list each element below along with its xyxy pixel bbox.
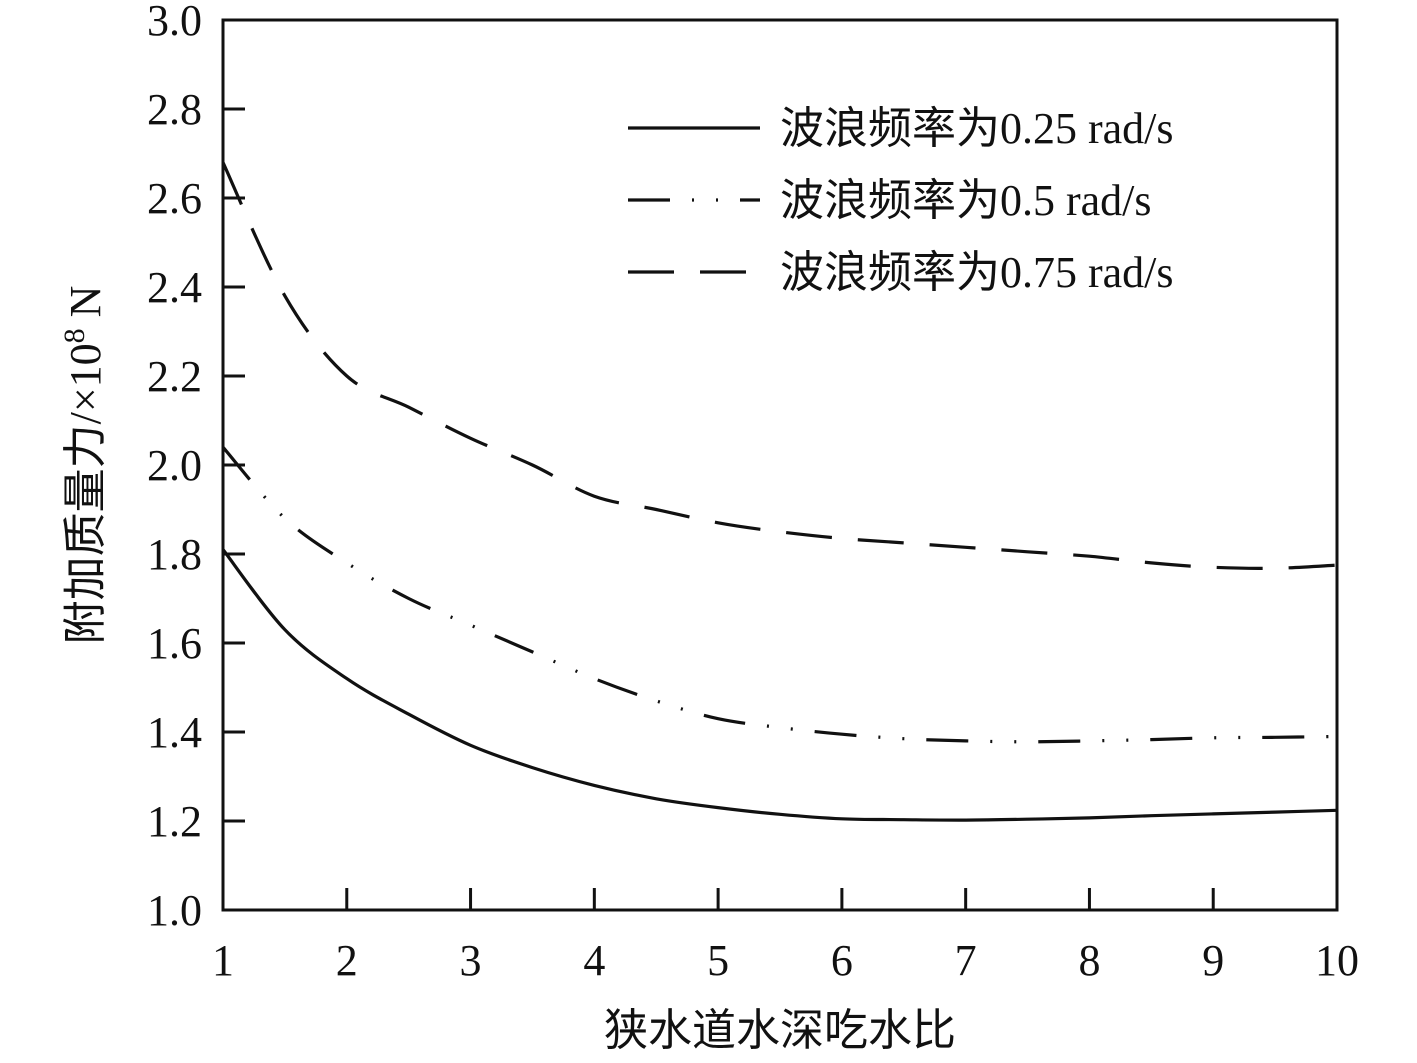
x-axis: 1 2 3 4 5 6 7 8 9 10	[212, 888, 1359, 985]
legend-label-3: 波浪频率为0.75 rad/s	[780, 248, 1174, 297]
x-tick-label: 4	[583, 936, 605, 985]
y-axis: 1.0 1.2 1.4 1.6 1.8 2.0 2.2 2.4 2.6 2.8 3.0	[147, 0, 245, 935]
x-tick-label: 8	[1078, 936, 1100, 985]
x-tick-label: 5	[707, 936, 729, 985]
series-lines	[221, 161, 1338, 822]
x-tick-label: 7	[955, 936, 977, 985]
x-tick-label: 6	[831, 936, 853, 985]
x-axis-title: 狭水道水深吃水比	[604, 1006, 956, 1055]
y-axis-title-main: 附加质量力/×10	[61, 343, 110, 644]
x-tick-label: 10	[1315, 936, 1359, 985]
series-line-1	[221, 548, 1338, 822]
y-tick-label: 2.2	[147, 352, 202, 401]
y-tick-label: 2.4	[147, 263, 202, 312]
x-tick-label: 1	[212, 936, 234, 985]
y-tick-label: 3.0	[147, 0, 202, 45]
series-line-3	[221, 161, 1338, 570]
y-axis-title-unit: N	[61, 286, 110, 329]
plot-area-frame	[221, 18, 1339, 912]
x-tick-label: 2	[336, 936, 358, 985]
y-tick-label: 1.0	[147, 886, 202, 935]
legend-label-2: 波浪频率为0.5 rad/s	[780, 176, 1152, 225]
legend-label-1: 波浪频率为0.25 rad/s	[780, 104, 1174, 153]
y-axis-title: 附加质量力/×108 N	[58, 286, 111, 645]
y-tick-label: 1.4	[147, 708, 202, 757]
y-tick-label: 2.6	[147, 174, 202, 223]
y-tick-label: 1.6	[147, 619, 202, 668]
y-tick-label: 2.0	[147, 441, 202, 490]
legend: 波浪频率为0.25 rad/s 波浪频率为0.5 rad/s 波浪频率为0.75 r…	[628, 104, 1174, 297]
series-line-2	[221, 446, 1338, 744]
y-tick-label: 2.8	[147, 85, 202, 134]
y-axis-title-exponent: 8	[58, 328, 91, 343]
x-tick-label: 3	[460, 936, 482, 985]
x-tick-label: 9	[1202, 936, 1224, 985]
y-tick-label: 1.2	[147, 797, 202, 846]
y-tick-label: 1.8	[147, 530, 202, 579]
